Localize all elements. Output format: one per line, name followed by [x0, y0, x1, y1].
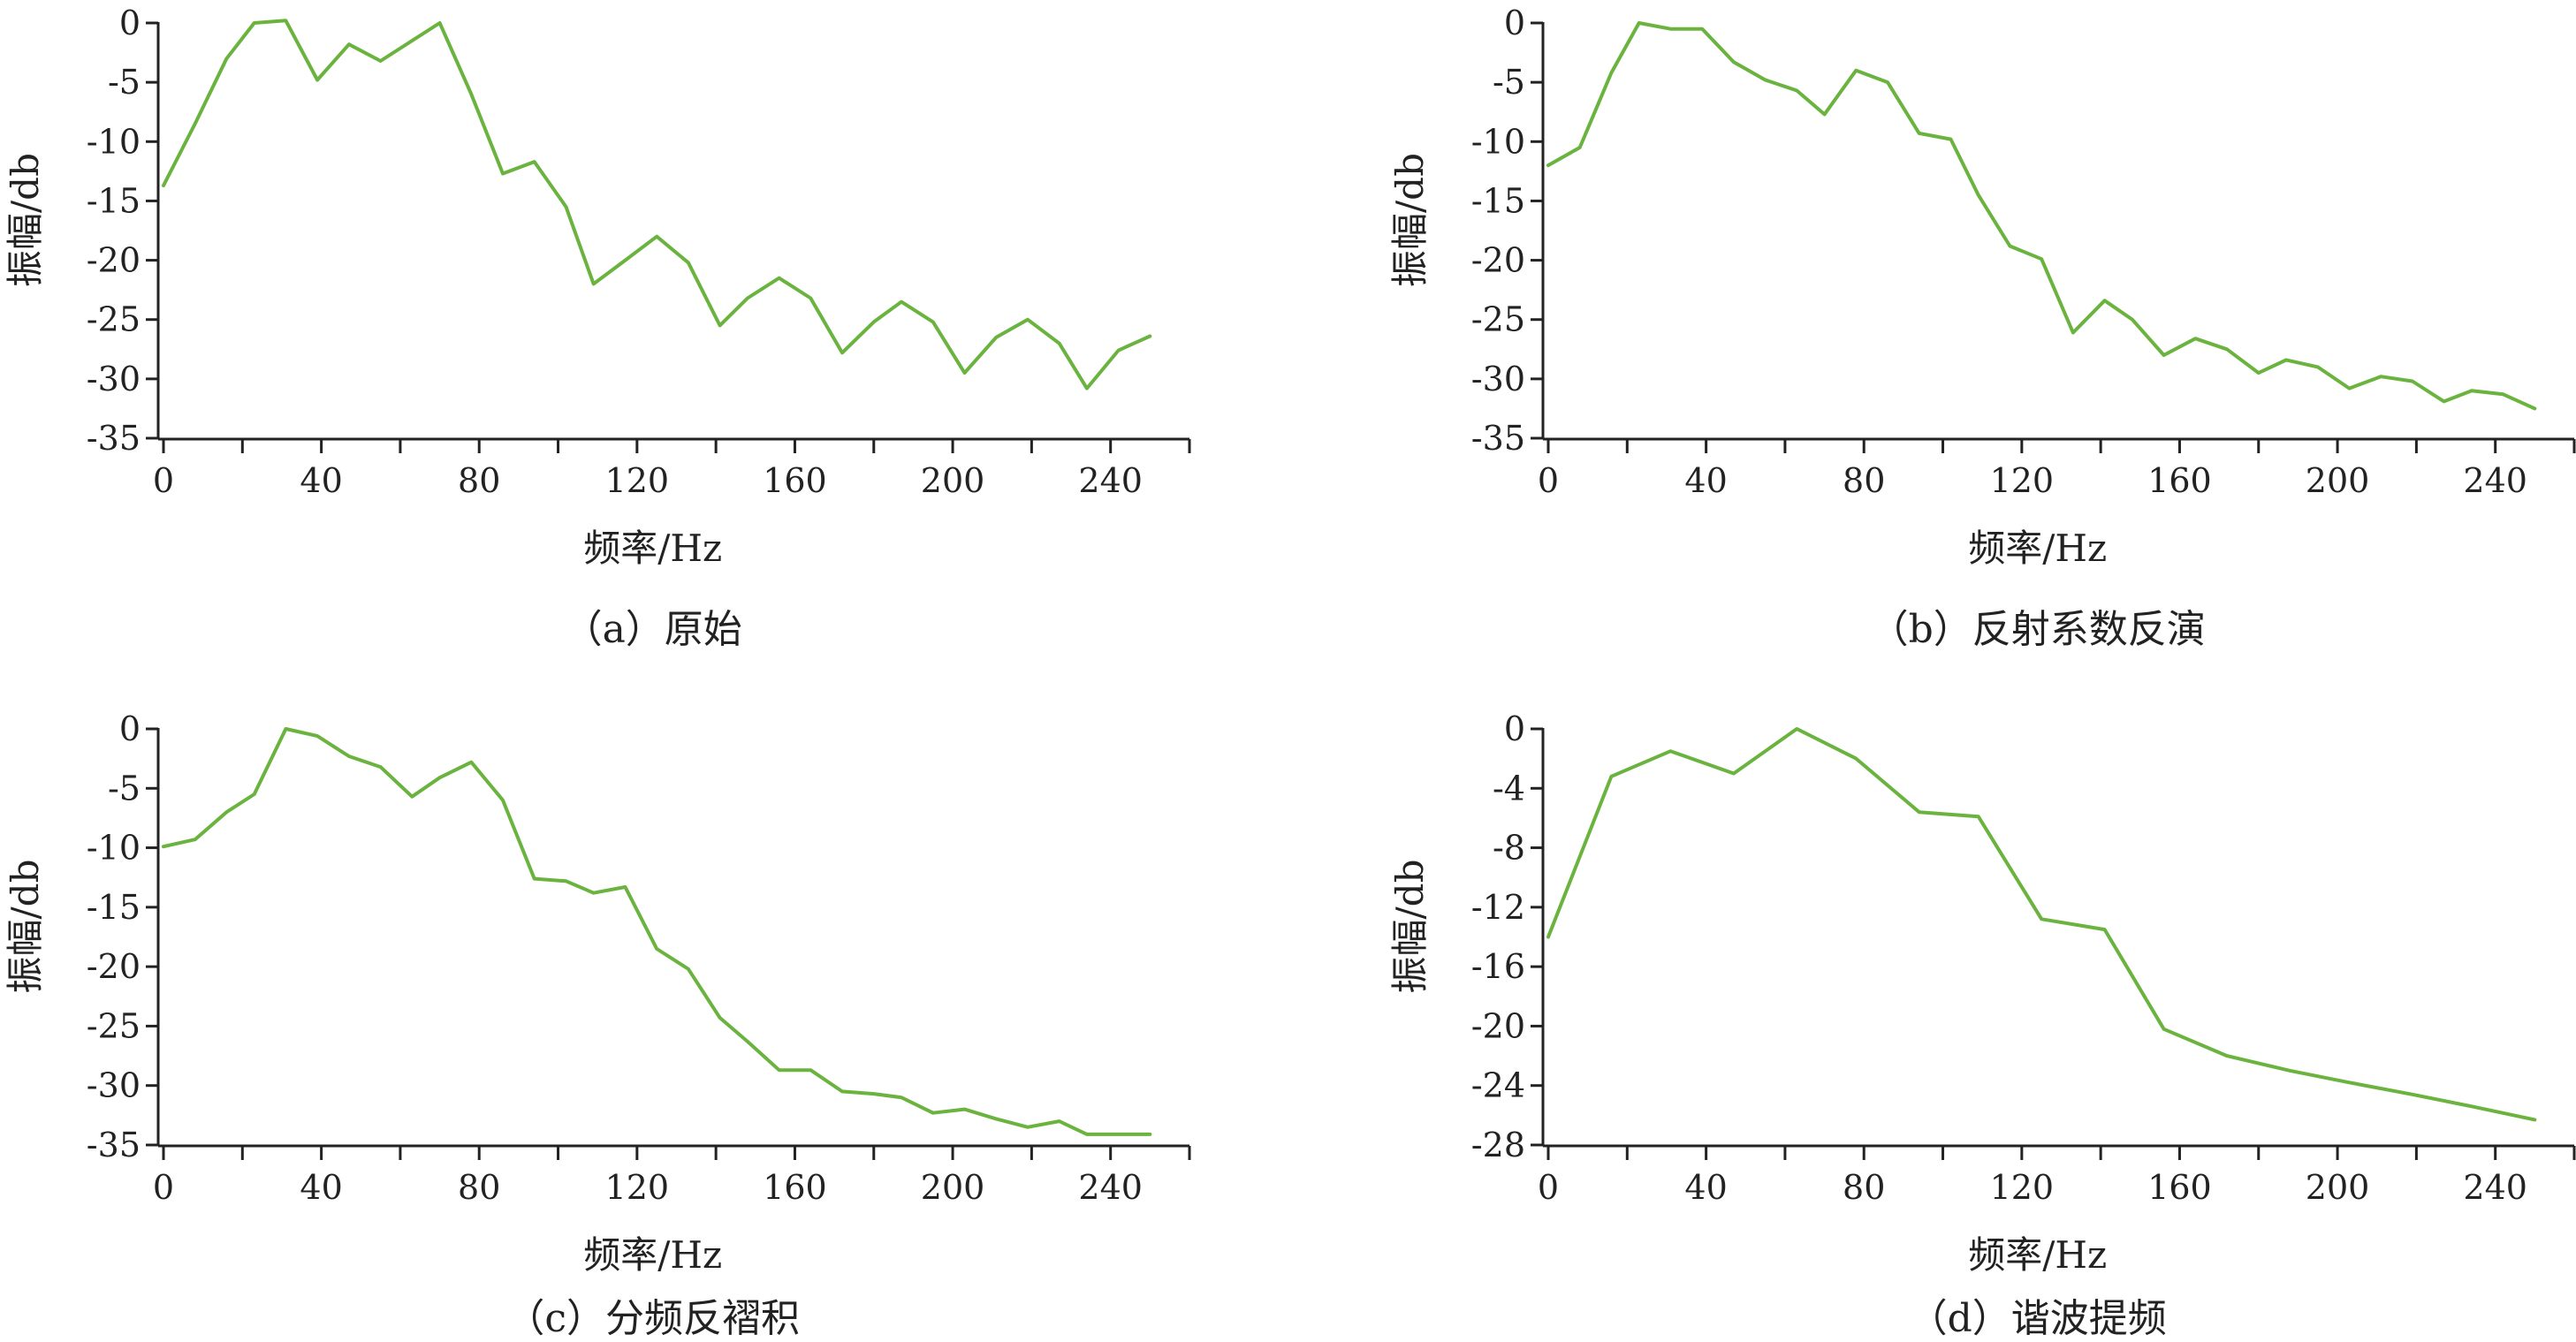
- y-tick-label-a: -5: [108, 63, 141, 102]
- ylabel-a: 振幅/db: [4, 153, 47, 287]
- y-tick-label-a: -10: [87, 122, 141, 161]
- y-tick-label-d: -12: [1471, 888, 1525, 927]
- x-tick-label-a: 240: [1078, 461, 1143, 500]
- y-tick-label-c: -10: [87, 829, 141, 868]
- x-tick-label-a: 120: [605, 461, 670, 500]
- x-tick-label-c: 240: [1078, 1168, 1143, 1207]
- xlabel-a: 频率/Hz: [583, 527, 722, 570]
- series-line-c: [162, 727, 1152, 1136]
- y-tick-label-b: 0: [1504, 4, 1525, 42]
- y-tick-label-c: -20: [87, 947, 141, 986]
- x-tick-label-b: 240: [2463, 461, 2527, 500]
- chart-panel-d: 振幅/db 频率/Hz （d）谐波提频 0 -4 -8 -12 -16 -20 -24 -28…: [1388, 709, 2576, 1341]
- x-tick-label-a: 200: [921, 461, 985, 500]
- y-tick-label-c: -5: [108, 769, 141, 807]
- y-tick-label-d: 0: [1504, 709, 1525, 748]
- caption-c: （c）分频反褶积: [505, 1296, 800, 1341]
- x-tick-label-d: 0: [1538, 1168, 1559, 1207]
- y-tick-label-c: -30: [87, 1066, 141, 1105]
- chart-panel-b: 振幅/db 频率/Hz （b）反射系数反演 0 -5 -10 -15 -20 -25 -30…: [1388, 4, 2576, 652]
- y-tick-label-a: -30: [87, 360, 141, 398]
- x-tick-label-b: 160: [2147, 461, 2212, 500]
- caption-d: （d）谐波提频: [1909, 1296, 2167, 1341]
- y-tick-label-b: -30: [1471, 360, 1525, 398]
- x-tick-label-c: 200: [921, 1168, 985, 1207]
- x-tick-label-d: 160: [2147, 1168, 2212, 1207]
- y-tick-label-c: 0: [119, 709, 141, 748]
- y-tick-label-d: -20: [1471, 1006, 1525, 1045]
- x-tick-label-a: 0: [153, 461, 174, 500]
- x-tick-label-c: 0: [153, 1168, 174, 1207]
- y-tick-label-d: -24: [1471, 1066, 1525, 1105]
- x-tick-label-d: 200: [2306, 1168, 2370, 1207]
- y-tick-label-a: 0: [119, 4, 141, 42]
- chart-panel-a: 振幅/db 频率/Hz （a）原始 0 -5 -10 -15 -20 -25 -30 -35 0…: [4, 4, 1191, 652]
- x-tick-label-c: 160: [763, 1168, 827, 1207]
- x-tick-label-c: 80: [458, 1168, 500, 1207]
- y-tick-label-d: -16: [1471, 947, 1525, 986]
- ylabel-d: 振幅/db: [1388, 860, 1432, 994]
- chart-panel-c: 振幅/db 频率/Hz （c）分频反褶积 0 -5 -10 -15 -20 -25 -30 -…: [4, 709, 1191, 1341]
- y-tick-label-c: -25: [87, 1006, 141, 1045]
- x-tick-label-a: 40: [300, 461, 342, 500]
- y-tick-label-c: -15: [87, 888, 141, 927]
- y-tick-label-c: -35: [87, 1126, 141, 1164]
- xlabel-c: 频率/Hz: [583, 1233, 722, 1277]
- caption-b: （b）反射系数反演: [1870, 607, 2206, 652]
- y-tick-label-b: -10: [1471, 122, 1525, 161]
- x-tick-label-a: 160: [763, 461, 827, 500]
- xlabel-d: 频率/Hz: [1968, 1233, 2107, 1277]
- xlabel-b: 频率/Hz: [1968, 527, 2107, 570]
- x-tick-label-b: 120: [1990, 461, 2055, 500]
- y-tick-label-d: -4: [1493, 769, 1525, 807]
- x-tick-label-d: 120: [1990, 1168, 2055, 1207]
- y-tick-label-a: -20: [87, 241, 141, 280]
- y-tick-label-b: -35: [1471, 419, 1525, 458]
- x-tick-label-c: 120: [605, 1168, 670, 1207]
- y-tick-label-b: -25: [1471, 300, 1525, 339]
- series-line-d: [1546, 727, 2537, 1122]
- x-tick-label-c: 40: [300, 1168, 342, 1207]
- x-tick-label-b: 0: [1538, 461, 1559, 500]
- y-tick-label-a: -35: [87, 419, 141, 458]
- y-tick-label-b: -5: [1493, 63, 1525, 102]
- ylabel-c: 振幅/db: [4, 860, 47, 994]
- y-tick-label-b: -15: [1471, 181, 1525, 220]
- y-tick-label-a: -15: [87, 181, 141, 220]
- y-tick-label-d: -8: [1493, 829, 1525, 868]
- y-tick-label-d: -28: [1471, 1126, 1525, 1164]
- x-tick-label-b: 200: [2306, 461, 2370, 500]
- ylabel-b: 振幅/db: [1388, 153, 1432, 287]
- y-tick-label-b: -20: [1471, 241, 1525, 280]
- caption-a: （a）原始: [564, 607, 742, 652]
- x-tick-label-d: 240: [2463, 1168, 2527, 1207]
- series-line-b: [1546, 21, 2537, 411]
- x-tick-label-a: 80: [458, 461, 500, 500]
- x-tick-label-b: 80: [1843, 461, 1885, 500]
- x-tick-label-d: 40: [1684, 1168, 1727, 1207]
- series-line-a: [162, 19, 1152, 390]
- x-tick-label-b: 40: [1684, 461, 1727, 500]
- y-tick-label-a: -25: [87, 300, 141, 339]
- x-tick-label-d: 80: [1843, 1168, 1885, 1207]
